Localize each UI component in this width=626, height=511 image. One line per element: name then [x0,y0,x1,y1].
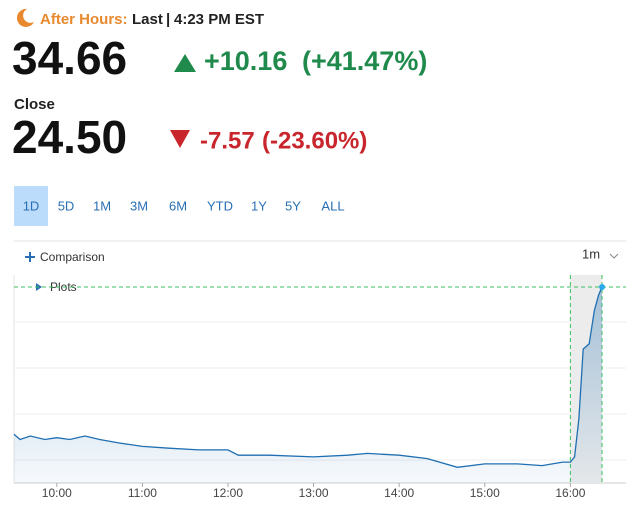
tab-selected-bg [14,186,48,226]
close-change: -7.57 [200,127,255,154]
interval[interactable]: 1m [582,246,600,261]
x-tick-label: 11:00 [128,486,157,500]
separator: | [166,11,170,28]
price-line [13,286,603,468]
close-price: 24.50 [12,111,127,163]
tab[interactable]: 1D [23,198,40,213]
area [14,287,603,483]
plus-icon [25,252,35,262]
x-tick-label: 14:00 [384,486,414,500]
x-tick-label: 16:00 [555,486,585,500]
moon-icon [16,8,34,27]
up-arrow [174,54,196,72]
change-pct: (+41.47%) [302,46,427,76]
tab[interactable]: 1M [93,198,111,213]
close-label: Close [14,96,55,113]
comparison[interactable]: Comparison [40,250,105,264]
down-arrow [170,130,190,148]
tab[interactable]: 6M [169,198,187,213]
x-tick-label: 10:00 [42,486,72,500]
last-point [599,284,606,291]
x-tick-label: 15:00 [470,486,500,500]
price: 34.66 [12,32,127,84]
tab[interactable]: 3M [130,198,148,213]
change: +10.16 [204,46,287,76]
grid-lines [14,321,626,461]
session-label: After Hours: [40,11,128,28]
time: 4:23 PM EST [174,11,264,28]
tab[interactable]: 5D [58,198,75,213]
close-change-pct: (-23.60%) [262,127,367,154]
tab[interactable]: ALL [321,198,344,213]
tab[interactable]: 5Y [285,198,301,213]
tab[interactable]: 1Y [251,198,267,213]
chevron[interactable] [609,253,619,259]
tab[interactable]: YTD [207,198,233,213]
x-tick-label: 13:00 [299,486,329,500]
last-label: Last [132,11,163,28]
x-tick-label: 12:00 [213,486,243,500]
